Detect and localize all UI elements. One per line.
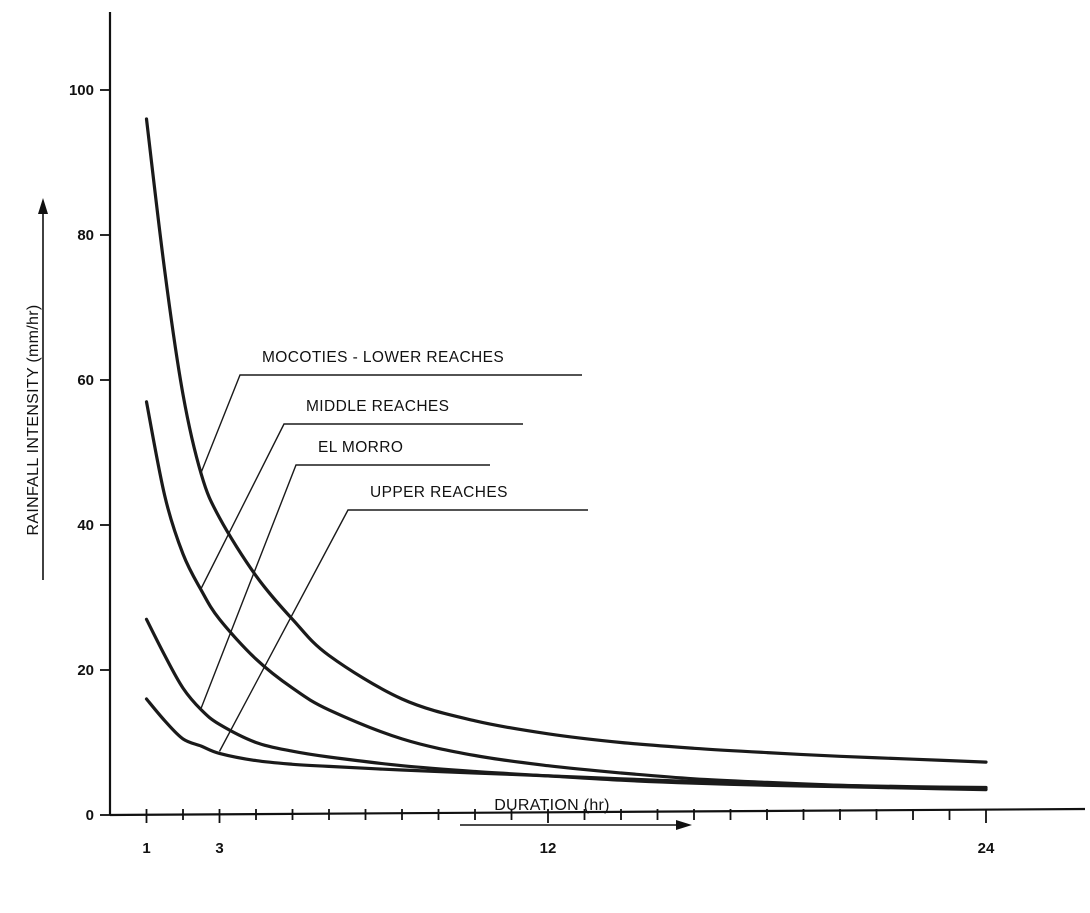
curve-upper-reaches: [144, 697, 988, 790]
x-tick-label: 12: [540, 840, 557, 857]
leader-line-el-morro: [200, 464, 490, 709]
series-label-middle-reaches: MIDDLE REACHES: [306, 398, 449, 415]
x-tick-label: 1: [142, 840, 150, 857]
x-axis-label: DURATION (hr): [494, 797, 610, 814]
series-label-el-morro: EL MORRO: [318, 439, 403, 456]
leader-line-upper-reaches: [218, 509, 588, 752]
x-axis-line: [109, 807, 1086, 817]
x-tick-label: 24: [978, 840, 995, 857]
y-tick-label: 60: [77, 372, 94, 389]
x-axis-arrow: [460, 820, 692, 830]
y-tick-label: 100: [69, 82, 94, 99]
curve-mocoties-lower-reaches: [144, 117, 988, 764]
axes: [108, 12, 1086, 817]
x-tick-label: 3: [215, 840, 223, 857]
y-axis-arrow: [38, 198, 48, 580]
series-curves: [144, 117, 988, 792]
y-tick-label: 20: [77, 662, 94, 679]
leader-line-middle-reaches: [200, 423, 523, 589]
series-label-upper-reaches: UPPER REACHES: [370, 484, 508, 501]
y-tick-label: 0: [86, 807, 94, 824]
series-label-mocoties-lower-reaches: MOCOTIES - LOWER REACHES: [262, 349, 504, 366]
leader-line-mocoties-lower-reaches: [200, 374, 582, 473]
y-ticks: 0 20 40 60 80 100: [69, 82, 110, 824]
y-tick-label: 40: [77, 517, 94, 534]
x-ticks: 1 3 12 24: [142, 809, 995, 857]
y-tick-label: 80: [77, 227, 94, 244]
series-labels: MOCOTIES - LOWER REACHES MIDDLE REACHES EL…: [200, 349, 588, 752]
y-axis-label: RAINFALL INTENSITY (mm/hr): [25, 305, 42, 536]
